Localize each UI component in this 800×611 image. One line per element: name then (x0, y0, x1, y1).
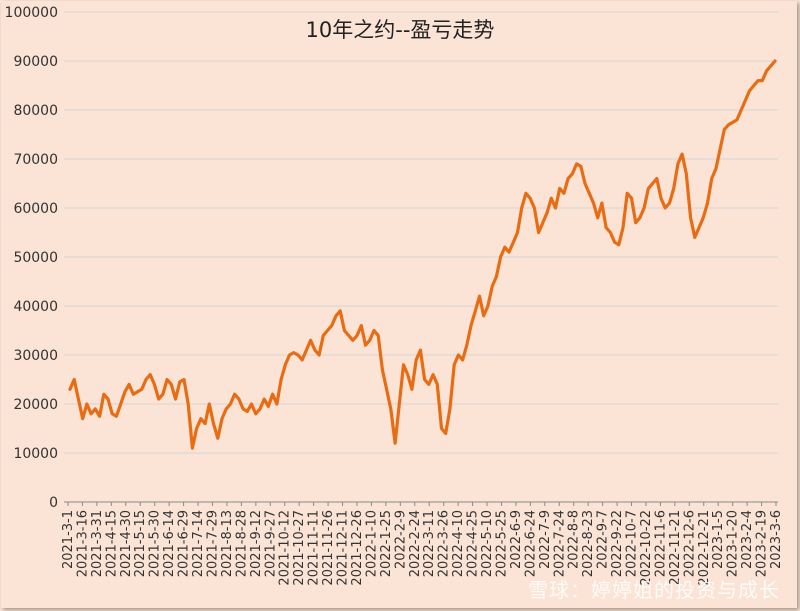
x-tick-label: 2022-7-24 (552, 510, 567, 577)
x-tick-label: 2021-9-27 (263, 510, 278, 577)
x-tick-label: 2021-3-1 (61, 510, 76, 569)
x-tick-label: 2021-3-16 (75, 510, 90, 577)
x-tick-label: 2021-8-28 (234, 510, 249, 577)
x-tick-label: 2023-3-6 (769, 510, 784, 569)
x-tick-label: 2022-1-25 (379, 510, 394, 577)
x-tick-label: 2022-12-21 (697, 510, 712, 586)
x-tick-label: 2022-4-10 (451, 510, 466, 577)
x-tick-label: 2022-12-6 (682, 510, 697, 577)
x-tick-label: 2023-2-19 (755, 510, 770, 577)
x-tick-label: 2021-3-31 (90, 510, 105, 577)
y-tick-label: 20000 (13, 397, 58, 413)
x-tick-label: 2023-1-20 (726, 510, 741, 577)
x-tick-label: 2022-7-9 (538, 510, 553, 569)
y-tick-label: 90000 (13, 54, 58, 70)
y-tick-label: 50000 (13, 250, 58, 266)
x-tick-label: 2022-2-24 (408, 510, 423, 577)
x-tick-label: 2023-1-5 (711, 510, 726, 569)
x-tick-label: 2021-5-15 (133, 510, 148, 577)
y-tick-label: 10000 (13, 446, 58, 462)
x-tick-label: 2021-10-12 (278, 510, 293, 586)
x-tick-label: 2021-11-26 (321, 510, 336, 586)
x-tick-label: 2021-4-15 (104, 510, 119, 577)
y-tick-label: 100000 (5, 5, 58, 21)
x-tick-label: 2021-10-27 (292, 510, 307, 586)
x-tick-label: 2022-9-7 (596, 510, 611, 569)
x-tick-label: 2021-6-14 (162, 510, 177, 577)
x-tick-label: 2021-6-29 (177, 510, 192, 577)
y-tick-label: 60000 (13, 201, 58, 217)
x-tick-label: 2021-8-13 (220, 510, 235, 577)
y-tick-label: 30000 (13, 348, 58, 364)
x-tick-label: 2022-11-6 (653, 510, 668, 577)
y-tick-label: 40000 (13, 299, 58, 315)
x-tick-label: 2021-11-11 (307, 510, 322, 586)
x-tick-label: 2021-7-14 (191, 510, 206, 577)
x-tick-label: 2022-8-8 (567, 510, 582, 569)
x-tick-label: 2022-3-26 (437, 510, 452, 577)
x-tick-label: 2022-6-9 (509, 510, 524, 569)
x-tick-label: 2023-2-4 (740, 510, 755, 569)
x-tick-label: 2021-12-11 (336, 510, 351, 586)
x-tick-label: 2022-4-25 (466, 510, 481, 577)
x-tick-label: 2022-10-22 (639, 510, 654, 586)
y-tick-label: 0 (49, 495, 58, 511)
x-tick-label: 2021-4-30 (119, 510, 134, 577)
x-tick-label: 2022-1-10 (364, 510, 379, 577)
x-tick-label: 2022-11-21 (668, 510, 683, 586)
watermark-text: 雪球：婷婷姐的投资与成长 (528, 578, 780, 602)
x-tick-label: 2021-5-30 (148, 510, 163, 577)
x-tick-label: 2021-12-26 (350, 510, 365, 586)
chart-title: 10年之约--盈亏走势 (305, 18, 495, 42)
x-tick-label: 2022-10-7 (625, 510, 640, 577)
x-tick-label: 2021-9-12 (249, 510, 264, 577)
y-tick-label: 70000 (13, 152, 58, 168)
x-tick-label: 2022-5-25 (494, 510, 509, 577)
y-tick-label: 80000 (13, 103, 58, 119)
x-tick-label: 2022-3-11 (422, 510, 437, 577)
series-line (68, 59, 777, 450)
x-tick-label: 2022-9-22 (610, 510, 625, 577)
x-tick-label: 2022-5-10 (480, 510, 495, 577)
x-tick-label: 2022-8-23 (581, 510, 596, 577)
x-tick-label: 2021-7-29 (205, 510, 220, 577)
x-tick-label: 2022-2-9 (393, 510, 408, 569)
x-tick-label: 2022-6-24 (523, 510, 538, 577)
